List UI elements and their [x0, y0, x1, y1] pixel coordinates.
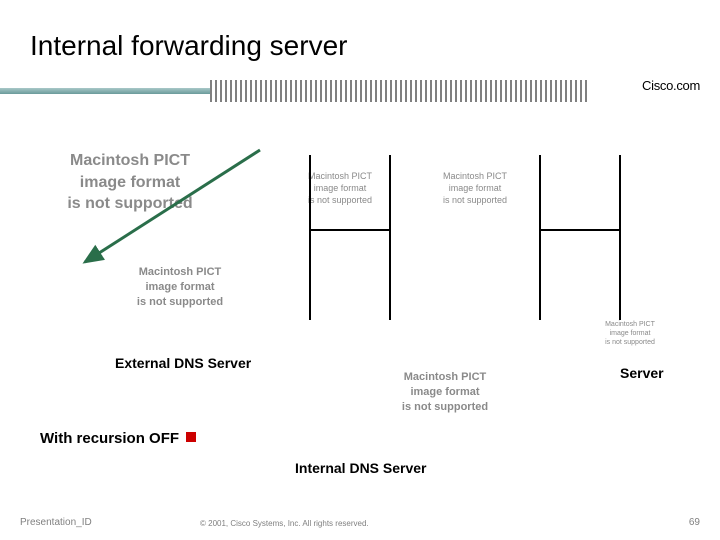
label-internal-dns: Internal DNS Server	[295, 460, 427, 476]
footer-page-number: 69	[689, 517, 700, 528]
arrow-line	[85, 150, 260, 262]
diagram-svg	[0, 0, 720, 540]
footer-copyright: © 2001, Cisco Systems, Inc. All rights r…	[200, 519, 369, 528]
label-recursion: With recursion OFF	[40, 430, 179, 447]
footer-presentation-id: Presentation_ID	[20, 517, 92, 528]
red-square-icon	[186, 432, 196, 442]
label-external-dns: External DNS Server	[115, 355, 251, 371]
label-server: Server	[620, 365, 664, 381]
